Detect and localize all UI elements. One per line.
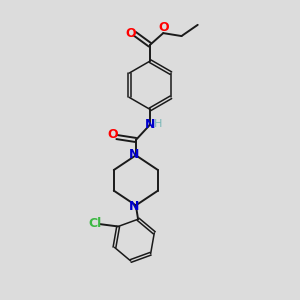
Text: N: N xyxy=(129,148,140,161)
Text: O: O xyxy=(158,21,169,34)
Text: N: N xyxy=(129,200,140,213)
Text: O: O xyxy=(107,128,118,142)
Text: H: H xyxy=(154,119,162,129)
Text: N: N xyxy=(145,118,155,131)
Text: Cl: Cl xyxy=(88,217,101,230)
Text: O: O xyxy=(125,27,136,40)
